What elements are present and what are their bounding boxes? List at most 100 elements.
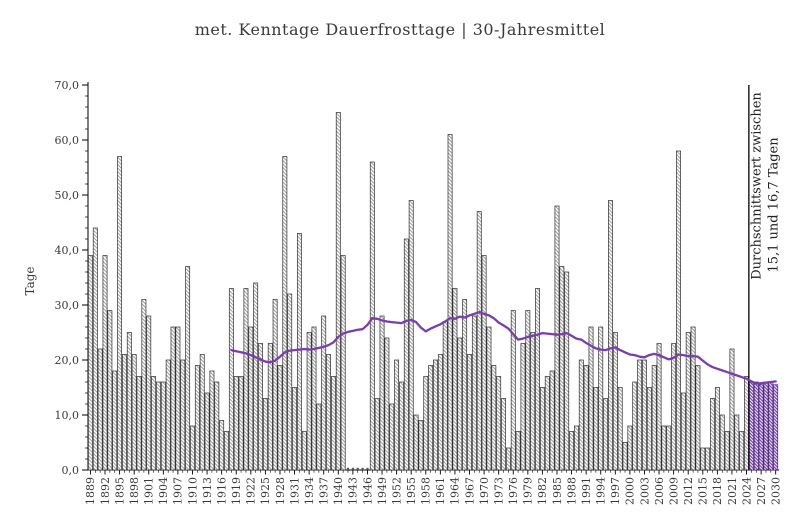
svg-text:1991: 1991	[580, 477, 593, 505]
bar	[209, 370, 215, 471]
bar	[369, 161, 375, 471]
bar	[729, 348, 735, 471]
bar	[156, 381, 161, 471]
bar	[340, 255, 346, 471]
y-axis-ticks: 0,0 10,0 20,0 30,0 40,0 50,0 60,0 70,0	[55, 79, 88, 477]
bar	[530, 332, 536, 471]
missing-year-mark	[361, 467, 364, 470]
svg-text:1985: 1985	[551, 477, 564, 505]
svg-text:1994: 1994	[595, 477, 608, 505]
bar	[471, 315, 477, 471]
bar	[131, 354, 137, 471]
bar	[481, 255, 487, 471]
bar	[374, 398, 380, 471]
svg-text:1901: 1901	[143, 477, 156, 505]
svg-text:20,0: 20,0	[55, 354, 80, 367]
svg-text:1934: 1934	[303, 477, 316, 505]
svg-text:1913: 1913	[201, 477, 214, 505]
bar	[287, 293, 293, 471]
bar	[549, 370, 555, 471]
svg-text:2021: 2021	[726, 477, 739, 505]
bar	[214, 381, 220, 471]
svg-text:1967: 1967	[463, 477, 476, 505]
bar	[228, 288, 234, 471]
bar	[389, 403, 395, 471]
bar	[433, 359, 438, 471]
bar	[593, 387, 599, 471]
bar	[462, 299, 468, 471]
svg-text:1931: 1931	[288, 477, 301, 505]
svg-text:2009: 2009	[667, 477, 680, 505]
mean-line	[230, 310, 777, 385]
svg-text:50,0: 50,0	[55, 189, 80, 202]
bar	[335, 112, 341, 471]
svg-text:10,0: 10,0	[55, 409, 80, 422]
bar	[399, 381, 404, 471]
bar	[705, 447, 711, 471]
bar	[515, 431, 521, 471]
bar	[564, 271, 570, 471]
svg-text:40,0: 40,0	[55, 244, 80, 257]
bar	[447, 134, 453, 471]
bar	[646, 387, 652, 471]
chart-title: met. Kenntage Dauerfrosttage | 30-Jahres…	[194, 20, 606, 39]
forecast-bar	[773, 384, 779, 471]
bar	[603, 398, 609, 471]
bar	[608, 200, 613, 471]
bar	[719, 414, 725, 471]
bar	[452, 288, 458, 471]
bar	[190, 425, 195, 471]
bar	[384, 337, 390, 471]
svg-text:1976: 1976	[507, 477, 520, 505]
forecast-bar	[748, 381, 754, 471]
bar	[403, 238, 409, 471]
bar	[554, 205, 560, 471]
bar	[510, 310, 516, 471]
bar	[437, 354, 443, 471]
bar	[112, 370, 118, 471]
bar	[160, 381, 166, 471]
bar	[573, 425, 579, 471]
bar	[146, 315, 152, 471]
svg-text:1964: 1964	[449, 477, 462, 505]
missing-year-mark	[351, 467, 354, 470]
bar	[151, 376, 157, 471]
bar	[126, 332, 132, 471]
bar	[559, 266, 565, 471]
bar	[306, 332, 312, 471]
bar	[525, 310, 531, 471]
bar	[408, 200, 414, 471]
svg-text:1952: 1952	[390, 477, 403, 505]
bar	[700, 447, 706, 471]
bar	[486, 326, 492, 471]
missing-year-mark	[356, 467, 359, 470]
bar	[442, 321, 448, 471]
svg-text:1982: 1982	[536, 477, 549, 505]
svg-text:2015: 2015	[697, 477, 710, 505]
bar	[321, 315, 327, 471]
svg-text:1910: 1910	[186, 477, 199, 505]
bar	[296, 233, 302, 471]
svg-text:1961: 1961	[434, 477, 447, 505]
bar	[175, 326, 181, 471]
bar	[92, 227, 98, 471]
bar	[617, 387, 623, 471]
bar	[311, 326, 317, 471]
bar	[535, 288, 540, 471]
bar	[180, 359, 186, 471]
bars-group	[87, 112, 779, 471]
bar	[122, 354, 127, 471]
bar	[690, 326, 696, 471]
bar	[496, 376, 502, 471]
svg-text:2030: 2030	[769, 477, 782, 505]
bar	[588, 326, 594, 471]
bar	[578, 359, 584, 471]
bar	[97, 348, 103, 471]
svg-text:1916: 1916	[215, 477, 228, 505]
bar	[467, 354, 472, 471]
bar	[199, 354, 205, 471]
bar	[622, 442, 628, 471]
svg-text:60,0: 60,0	[55, 134, 80, 147]
bar	[632, 381, 638, 471]
